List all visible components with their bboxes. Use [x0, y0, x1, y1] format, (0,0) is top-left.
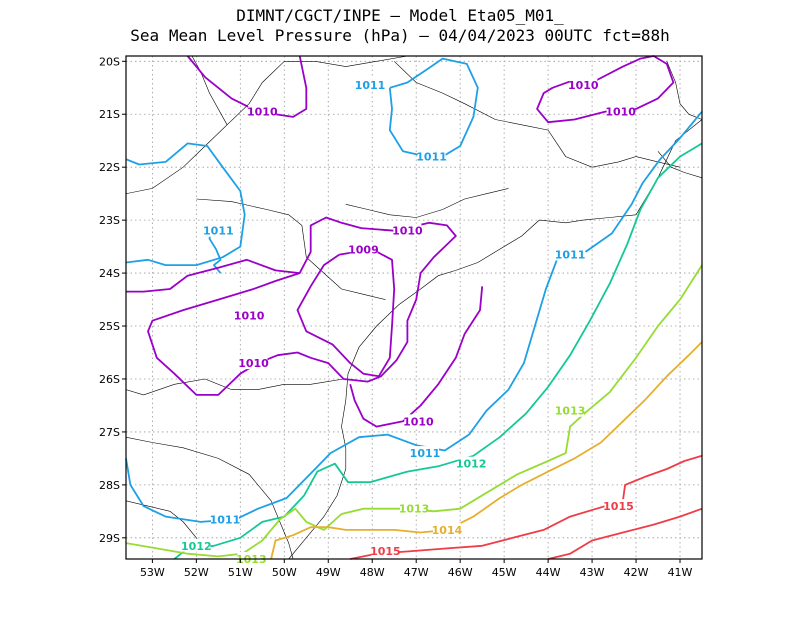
isobar-label-bg: [604, 499, 633, 513]
x-tick-label: 42W: [624, 566, 649, 579]
isobar-label: 1009: [348, 243, 379, 256]
x-tick-label: 47W: [404, 566, 429, 579]
border-line: [288, 119, 703, 560]
chart-title-line1: DIMNT/CGCT/INPE – Model Eta05_M01_: [236, 6, 564, 25]
x-tick-label: 46W: [448, 566, 473, 579]
y-tick-label: 25S: [99, 320, 120, 333]
isobar-label: 1013: [555, 405, 586, 418]
isobar-label-bg: [556, 247, 585, 261]
x-tick-label: 51W: [228, 566, 253, 579]
border-line: [196, 198, 386, 300]
isobar-label-bg: [356, 78, 385, 92]
x-tick-label: 45W: [492, 566, 517, 579]
isobar-label-bg: [210, 512, 239, 526]
x-tick-label: 52W: [184, 566, 209, 579]
isobar-label: 1011: [555, 249, 586, 262]
y-tick-label: 23S: [99, 214, 120, 227]
y-tick-label: 21S: [99, 108, 120, 121]
x-tick-label: 41W: [668, 566, 693, 579]
isobar-1015: [547, 507, 703, 560]
map-frame: [125, 55, 703, 560]
isobar-label: 1011: [410, 447, 441, 460]
isobar-label: 1011: [416, 151, 447, 164]
state-borders: [125, 55, 703, 560]
y-tick-label: 20S: [99, 55, 120, 68]
isobar-label-bg: [248, 104, 277, 118]
isobar-label-bg: [457, 456, 486, 470]
isobar-1011: [584, 111, 703, 253]
border-line: [284, 55, 408, 67]
y-tick-label: 26S: [99, 373, 120, 386]
isobar-label: 1015: [370, 545, 401, 558]
isobar-label: 1011: [210, 513, 241, 526]
x-tick-label: 43W: [580, 566, 605, 579]
isobar-label: 1010: [605, 106, 636, 119]
isobar-label: 1011: [355, 79, 386, 92]
isobar-label: 1015: [603, 500, 634, 513]
isobar-1015: [350, 454, 703, 560]
isobar-1011: [388, 57, 479, 161]
lat-lon-grid: [126, 56, 702, 559]
y-tick-label: 28S: [99, 479, 120, 492]
border-line: [125, 378, 344, 396]
isobar-label: 1010: [568, 79, 599, 92]
isobar-label: 1012: [181, 540, 212, 553]
isobar-label-bg: [404, 414, 433, 428]
border-line: [345, 188, 509, 218]
isobar-1009: [296, 248, 396, 378]
isobar-label: 1010: [403, 415, 434, 428]
isobar-label-bg: [393, 223, 422, 237]
x-tick-label: 44W: [536, 566, 561, 579]
border-line: [125, 436, 294, 560]
isobar-1011: [125, 142, 246, 266]
isobar-label-bg: [410, 446, 439, 460]
isobar-label: 1011: [203, 225, 234, 238]
isobar-label-bg: [417, 149, 446, 163]
isobar-label-bg: [371, 544, 400, 558]
x-tick-label: 53W: [140, 566, 165, 579]
isobar-label-bg: [400, 501, 428, 515]
y-tick-label: 24S: [99, 267, 120, 280]
border-line: [393, 61, 681, 168]
isobar-label-bg: [556, 403, 585, 417]
isobar-1011: [125, 259, 558, 523]
isobar-label-bg: [569, 78, 598, 92]
border-line: [657, 151, 703, 179]
isobar-1010: [536, 55, 675, 124]
y-tick-label: 22S: [99, 161, 120, 174]
isobar-label: 1010: [247, 106, 278, 119]
isobar-1012: [173, 142, 703, 560]
x-tick-label: 48W: [360, 566, 385, 579]
isobar-label-bg: [239, 356, 268, 370]
isobar-1010: [126, 216, 457, 396]
isobar-labels: 1010 1011 1010 1010 1011 1011 1010 1009 1011 1010…: [181, 78, 636, 566]
x-axis-ticks: 53W 52W 51W 50W 49W 48W 47W 46W 45W 44W 43W 42W 41W: [140, 559, 693, 579]
isobars: [125, 55, 703, 560]
x-tick-label: 50W: [272, 566, 297, 579]
x-tick-label: 49W: [316, 566, 341, 579]
isobar-label-bg: [182, 538, 211, 552]
isobar-label: 1013: [399, 503, 430, 516]
isobar-label-bg: [349, 242, 378, 256]
isobar-1010: [349, 286, 484, 428]
y-tick-label: 27S: [99, 426, 120, 439]
isobar-label: 1010: [234, 309, 265, 322]
isobar-label: 1012: [456, 458, 487, 471]
chart-title-line2: Sea Mean Level Pressure (hPa) – 04/04/20…: [130, 26, 670, 45]
isobar-label: 1010: [238, 357, 269, 370]
y-tick-label: 29S: [99, 532, 120, 545]
isobar-label-bg: [235, 308, 264, 322]
isobar-label: 1014: [432, 524, 463, 537]
border-line: [125, 61, 285, 194]
isobar-label: 1010: [392, 225, 423, 238]
y-axis-ticks: 20S 21S 22S 23S 24S 25S 26S 27S 28S 29S: [99, 55, 126, 545]
isobar-label-bg: [432, 522, 461, 536]
isobar-1014: [270, 341, 703, 560]
isobar-label-bg: [204, 223, 233, 237]
border-line: [125, 500, 206, 549]
isobar-label-bg: [606, 104, 635, 118]
border-line: [666, 61, 703, 120]
border-line: [191, 55, 228, 125]
